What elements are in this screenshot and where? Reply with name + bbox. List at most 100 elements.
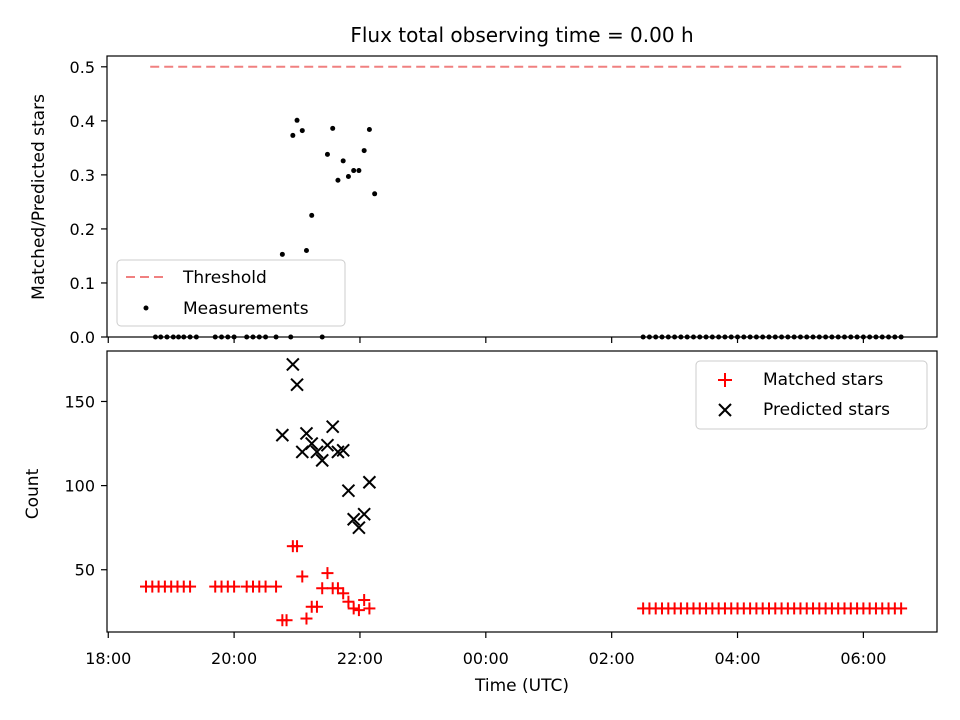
measurement-point bbox=[766, 334, 772, 340]
matched-star-point bbox=[280, 614, 293, 627]
top-plot-frame bbox=[106, 55, 938, 338]
bottom-y-tick-label: 50 bbox=[75, 561, 95, 580]
matched-star-point bbox=[316, 582, 329, 595]
matched-star-point bbox=[228, 580, 241, 593]
top-legend: Threshold Measurements bbox=[116, 259, 346, 327]
measurement-point bbox=[690, 334, 696, 340]
measurement-point bbox=[152, 334, 158, 340]
matched-star-point bbox=[310, 600, 323, 613]
measurement-point bbox=[665, 334, 671, 340]
measurement-point bbox=[309, 212, 315, 218]
measurement-point bbox=[158, 334, 164, 340]
top-y-tick-label: 0.1 bbox=[70, 274, 95, 293]
matched-star-point bbox=[895, 602, 908, 615]
predicted-stars-legend-label: Predicted stars bbox=[763, 400, 890, 420]
measurement-point bbox=[225, 334, 231, 340]
measurement-point bbox=[659, 334, 665, 340]
top-y-tick-label: 0.4 bbox=[70, 112, 95, 131]
matched-star-point bbox=[337, 587, 350, 600]
measurement-point bbox=[653, 334, 659, 340]
predicted-star-point bbox=[362, 475, 377, 489]
measurement-point bbox=[816, 334, 822, 340]
predicted-star-point bbox=[341, 483, 356, 498]
threshold-legend-label: Threshold bbox=[182, 268, 267, 288]
x-tick-label: 00:00 bbox=[463, 649, 509, 668]
top-y-tick-label: 0.2 bbox=[70, 220, 95, 239]
measurement-point bbox=[779, 334, 785, 340]
measurement-point bbox=[640, 334, 646, 340]
x-tick-label: 22:00 bbox=[337, 649, 383, 668]
measurement-point bbox=[330, 125, 336, 131]
predicted-star-point bbox=[357, 507, 371, 521]
predicted-star-point bbox=[275, 428, 290, 442]
measurement-point bbox=[835, 334, 841, 340]
bottom-y-axis-label: Count bbox=[23, 468, 43, 519]
measurement-point bbox=[176, 334, 182, 340]
measurement-point bbox=[741, 334, 747, 340]
measurement-point bbox=[867, 334, 873, 340]
top-y-tick-label: 0.3 bbox=[70, 166, 95, 185]
measurement-point bbox=[886, 334, 892, 340]
matched-star-point bbox=[342, 595, 355, 608]
measurement-point bbox=[879, 334, 885, 340]
matched-star-point bbox=[300, 612, 313, 625]
measurement-point bbox=[841, 334, 847, 340]
predicted-star-point bbox=[325, 420, 340, 434]
bottom-plot-frame bbox=[106, 350, 938, 633]
matched-stars-legend-label: Matched stars bbox=[763, 370, 883, 390]
measurement-point bbox=[372, 191, 378, 197]
chart-title: Flux total observing time = 0.00 h bbox=[350, 23, 693, 47]
measurement-point bbox=[250, 334, 256, 340]
matched-star-point bbox=[184, 580, 197, 593]
predicted-star-point bbox=[305, 436, 319, 451]
measurement-point bbox=[747, 334, 753, 340]
matched-star-point bbox=[363, 602, 376, 615]
bottom-y-tick-label: 100 bbox=[64, 477, 95, 496]
measurement-point bbox=[848, 334, 854, 340]
measurements-legend-marker bbox=[143, 305, 149, 311]
predicted-star-point bbox=[310, 445, 324, 459]
measurement-point bbox=[797, 334, 803, 340]
bottom-panel: 50 100 150 18:00 20:00 22:00 00:00 02:00 04:00 0… bbox=[23, 350, 938, 696]
top-y-tick-label: 0.5 bbox=[70, 58, 95, 77]
measurement-point bbox=[716, 334, 722, 340]
measurement-point bbox=[212, 334, 218, 340]
measurement-point bbox=[170, 334, 176, 340]
matched-star-point bbox=[291, 540, 304, 553]
measurement-point bbox=[351, 168, 357, 174]
measurement-point bbox=[279, 251, 285, 257]
measurement-point bbox=[772, 334, 778, 340]
predicted-star-point bbox=[320, 438, 335, 452]
bottom-legend-box bbox=[695, 360, 928, 430]
x-tick-label: 20:00 bbox=[211, 649, 257, 668]
measurement-point bbox=[829, 334, 835, 340]
matched-star-point bbox=[259, 580, 272, 593]
measurement-point bbox=[854, 334, 860, 340]
measurement-point bbox=[319, 334, 325, 340]
measurement-point bbox=[823, 334, 829, 340]
matched-star-point bbox=[321, 567, 334, 580]
measurement-point bbox=[256, 334, 262, 340]
predicted-star-point bbox=[315, 453, 329, 468]
measurement-point bbox=[898, 334, 904, 340]
measurement-point bbox=[892, 334, 898, 340]
matched-star-point bbox=[270, 580, 283, 593]
measurement-point bbox=[697, 334, 703, 340]
measurement-point bbox=[791, 334, 797, 340]
measurement-point bbox=[345, 174, 351, 180]
bottom-legend: Matched stars Predicted stars bbox=[695, 360, 928, 430]
x-tick-label: 04:00 bbox=[714, 649, 760, 668]
measurement-point bbox=[361, 148, 367, 154]
measurement-point bbox=[722, 334, 728, 340]
measurement-point bbox=[288, 334, 294, 340]
matched-star-point bbox=[331, 582, 344, 595]
measurement-point bbox=[703, 334, 709, 340]
measurement-point bbox=[263, 334, 269, 340]
measurement-point bbox=[294, 117, 300, 123]
measurement-point bbox=[273, 334, 279, 340]
measurement-point bbox=[324, 151, 330, 157]
measurement-point bbox=[244, 334, 250, 340]
predicted-stars-legend-marker bbox=[718, 403, 732, 417]
